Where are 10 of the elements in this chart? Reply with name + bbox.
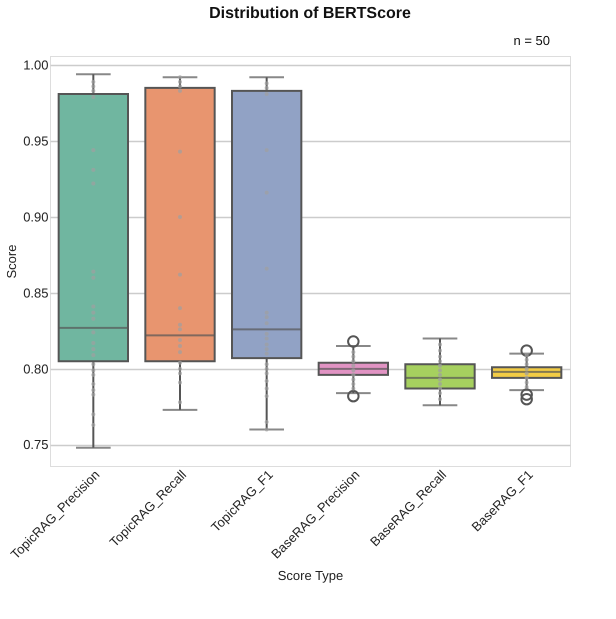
y-axis-title: Score: [4, 244, 20, 278]
y-tick-label: 1.00: [23, 58, 48, 73]
x-axis-title: Score Type: [278, 568, 344, 583]
y-tick-label: 0.90: [23, 209, 48, 224]
text: n = 50: [513, 33, 550, 48]
chart-title: Distribution of BERTScore: [209, 5, 411, 22]
y-tick-label: 0.80: [23, 361, 48, 376]
y-tick-label: 0.95: [23, 134, 48, 149]
y-tick-label: 0.85: [23, 285, 48, 300]
y-tick-label: 0.75: [23, 437, 48, 452]
